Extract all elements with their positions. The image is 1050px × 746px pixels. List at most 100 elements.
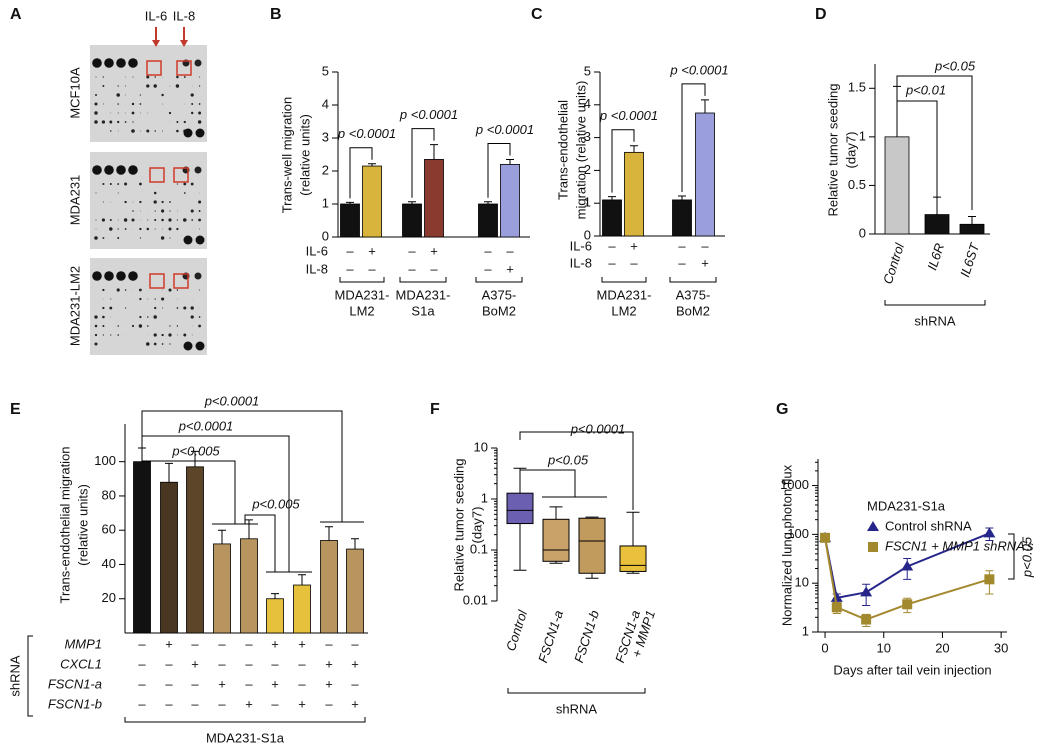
row-mark: – bbox=[368, 261, 376, 276]
blot-dot bbox=[146, 227, 150, 231]
box bbox=[506, 492, 534, 525]
bar bbox=[266, 598, 284, 634]
row-mark: – bbox=[298, 656, 306, 671]
blot-dot bbox=[153, 191, 157, 195]
bar bbox=[402, 203, 422, 238]
blot-dot bbox=[110, 334, 112, 336]
blot-dot bbox=[110, 298, 112, 300]
blot-dot bbox=[147, 219, 149, 221]
error-bar bbox=[430, 144, 438, 160]
x-axis-label: shRNA bbox=[914, 313, 956, 328]
row-label: IL-8 bbox=[306, 261, 328, 276]
blot-dot bbox=[176, 219, 179, 221]
significance-bracket bbox=[896, 75, 973, 210]
blot-dot bbox=[102, 85, 105, 87]
y-tick-label: 3 bbox=[584, 129, 591, 144]
blot-dot bbox=[161, 209, 165, 213]
blot-dot bbox=[183, 76, 186, 78]
blot-dot bbox=[102, 76, 105, 78]
row-mark: – bbox=[138, 636, 146, 651]
blot-dot bbox=[184, 103, 186, 105]
blot-dot bbox=[169, 325, 171, 327]
blot-dot bbox=[198, 111, 202, 115]
error-bar bbox=[218, 529, 226, 544]
error-bar bbox=[678, 195, 686, 200]
row-mark: – bbox=[245, 656, 253, 671]
blot-dot bbox=[128, 271, 138, 281]
blot-dot bbox=[124, 228, 127, 230]
blot-dot bbox=[160, 236, 165, 240]
blot-dot bbox=[140, 112, 141, 114]
blot-dot bbox=[109, 219, 112, 221]
significance-bracket bbox=[244, 514, 276, 572]
blot-dot bbox=[154, 76, 156, 78]
significance-bracket bbox=[519, 431, 634, 510]
p-value: p <0.0001 bbox=[669, 62, 728, 77]
blot-dot bbox=[117, 85, 119, 87]
y-axis-label: (day7) bbox=[469, 507, 484, 544]
blot-dot bbox=[94, 333, 98, 337]
row-mark: + bbox=[191, 656, 199, 671]
blot-dot bbox=[195, 235, 205, 245]
blot-dot bbox=[117, 112, 119, 114]
blot-dot bbox=[162, 228, 163, 230]
p-value: p <0.0001 bbox=[399, 107, 458, 122]
blot-dot bbox=[125, 76, 126, 78]
marker bbox=[830, 591, 843, 602]
group-bracket bbox=[399, 277, 447, 283]
blot-dot bbox=[154, 306, 157, 310]
row-mark: + bbox=[368, 243, 376, 258]
blot-dot bbox=[117, 237, 120, 239]
row-mark: – bbox=[430, 261, 438, 276]
row-mark: – bbox=[138, 676, 146, 691]
blot-dot bbox=[176, 120, 179, 124]
legend-label: FSCN1 + MMP1 shRNA’s bbox=[885, 538, 1034, 553]
blot-dot bbox=[161, 333, 164, 337]
bar bbox=[160, 481, 178, 634]
bar bbox=[672, 199, 692, 237]
blot-dot bbox=[94, 342, 98, 346]
row-mark: + bbox=[630, 238, 638, 253]
x-tick-label: 0 bbox=[821, 640, 828, 655]
blot-dot bbox=[154, 130, 156, 132]
row-mark: + bbox=[271, 676, 279, 691]
blot-dot bbox=[139, 103, 142, 105]
row-bracket bbox=[27, 635, 33, 717]
blot-dot bbox=[147, 112, 149, 114]
arrow-head bbox=[180, 40, 188, 47]
blot-dot bbox=[117, 103, 119, 105]
row-mark: + bbox=[218, 676, 226, 691]
error-bar bbox=[701, 99, 709, 113]
blot-dot bbox=[116, 93, 120, 97]
blot-dot bbox=[110, 112, 112, 114]
blot-dot bbox=[109, 120, 113, 124]
significance-bracket bbox=[520, 469, 576, 497]
group-bracket bbox=[884, 300, 986, 306]
blot-dot bbox=[195, 341, 205, 351]
blot-dot bbox=[123, 218, 128, 222]
blot-dot bbox=[125, 103, 126, 105]
row-mark: – bbox=[245, 636, 253, 651]
row-label: FSCN1-a bbox=[48, 676, 102, 691]
blot-dot bbox=[183, 235, 193, 245]
blot-dot bbox=[132, 210, 134, 212]
blot-dot bbox=[116, 58, 126, 68]
blot-dot bbox=[190, 93, 194, 97]
error-bar bbox=[165, 462, 173, 483]
blot-dot bbox=[146, 84, 150, 88]
panel-letter: C bbox=[531, 6, 543, 23]
highlight-box bbox=[146, 60, 162, 76]
group-label: MDA231- bbox=[597, 287, 652, 302]
x-tick-label: Control bbox=[880, 240, 908, 286]
blot-dot bbox=[147, 316, 149, 318]
row-mark: – bbox=[678, 255, 686, 270]
p-value: p <0.0001 bbox=[337, 126, 396, 141]
group-bracket bbox=[669, 277, 717, 283]
blot-dot bbox=[104, 165, 114, 175]
blot-dot bbox=[139, 315, 142, 319]
bar bbox=[240, 538, 258, 634]
blot-dot bbox=[177, 298, 178, 300]
y-axis-label: Normalized lung photon flux bbox=[779, 464, 794, 626]
bar bbox=[884, 136, 910, 235]
row-mark: – bbox=[408, 261, 416, 276]
